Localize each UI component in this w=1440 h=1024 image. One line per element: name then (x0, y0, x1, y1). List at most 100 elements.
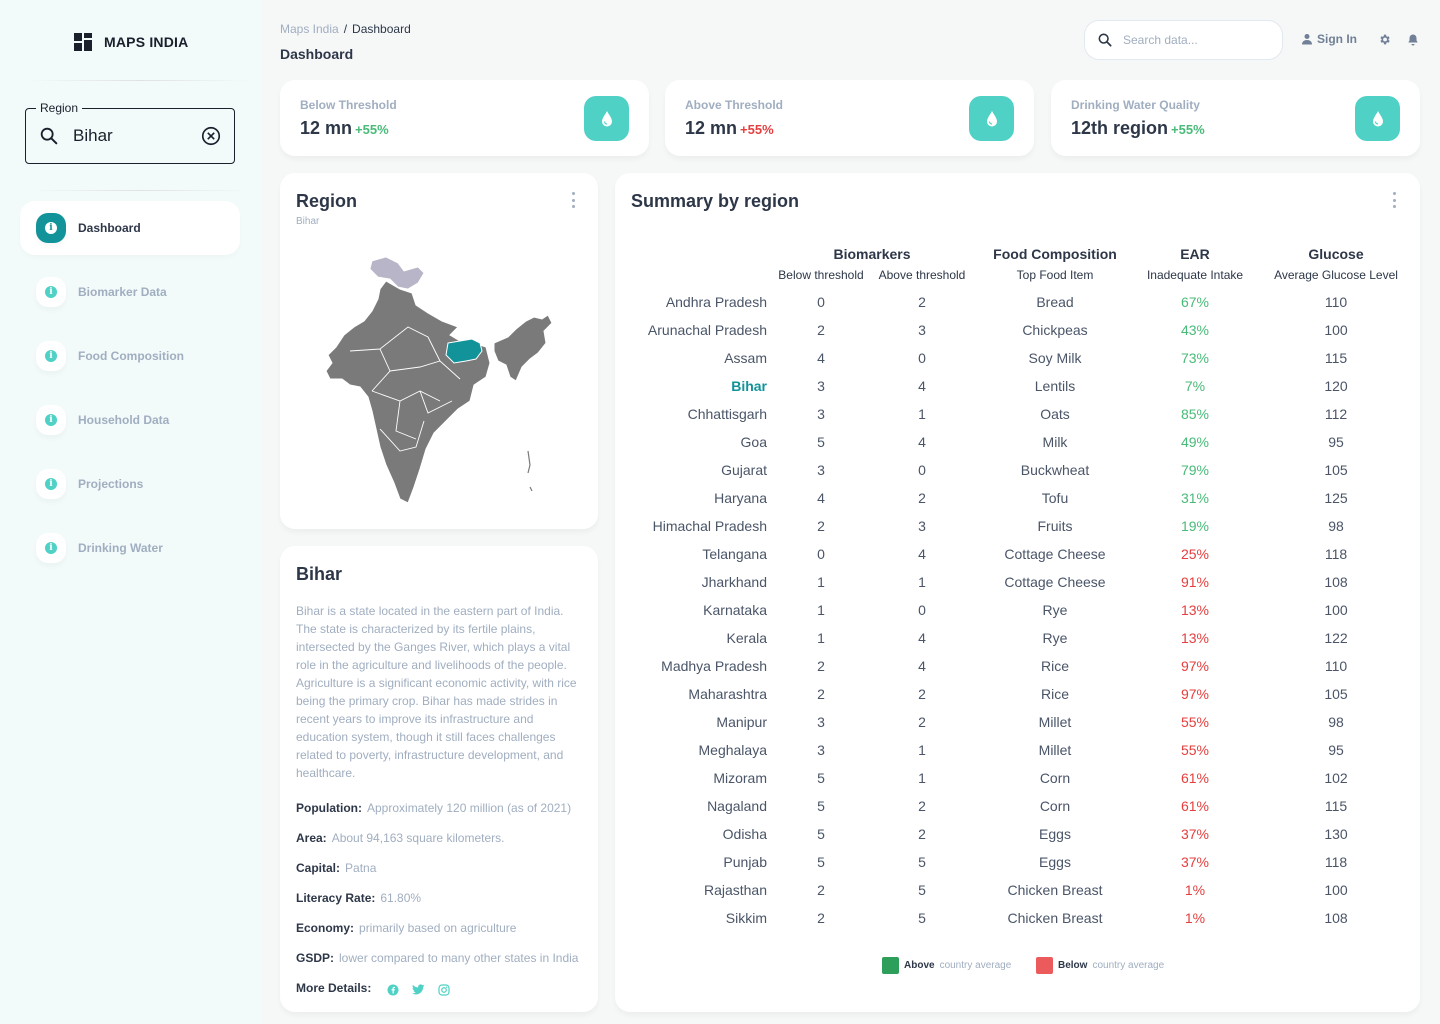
cell-region[interactable]: Arunachal Pradesh (647, 322, 767, 338)
user-icon (1302, 34, 1312, 45)
cell-food: Millet (1038, 714, 1072, 730)
cell-region[interactable]: Karnataka (703, 602, 767, 618)
table-row[interactable]: Manipur 3 2 Millet 55% 98 (615, 708, 1420, 736)
cell-region[interactable]: Sikkim (725, 910, 767, 926)
cell-ear: 67% (1180, 294, 1210, 310)
cell-glucose: 112 (1324, 406, 1348, 422)
table-row[interactable]: Himachal Pradesh 2 3 Fruits 19% 98 (615, 512, 1420, 540)
cell-region[interactable]: Bihar (731, 378, 767, 394)
cell-ear: 43% (1180, 322, 1210, 338)
table-row[interactable]: Haryana 4 2 Tofu 31% 125 (615, 484, 1420, 512)
cell-region[interactable]: Odisha (722, 826, 767, 842)
search-bar[interactable] (1084, 20, 1283, 60)
cell-below: 3 (817, 378, 825, 394)
cell-region[interactable]: Goa (740, 434, 767, 450)
table-row[interactable]: Arunachal Pradesh 2 3 Chickpeas 43% 100 (615, 316, 1420, 344)
table-row[interactable]: Assam 4 0 Soy Milk 73% 115 (615, 344, 1420, 372)
table-row[interactable]: Andhra Pradesh 0 2 Bread 67% 110 (615, 288, 1420, 316)
table-row[interactable]: Punjab 5 5 Eggs 37% 118 (615, 848, 1420, 876)
cell-region[interactable]: Andhra Pradesh (665, 294, 767, 310)
cell-food: Corn (1039, 770, 1071, 786)
table-row[interactable]: Gujarat 3 0 Buckwheat 79% 105 (615, 456, 1420, 484)
nav-item-dashboard[interactable]: i Dashboard (20, 201, 240, 255)
stat-value: 12 mn +55% (300, 118, 389, 138)
nav-item-household-data[interactable]: i Household Data (20, 393, 240, 447)
table-row[interactable]: Bihar 3 4 Lentils 7% 120 (615, 372, 1420, 400)
table-row[interactable]: Karnataka 1 0 Rye 13% 100 (615, 596, 1420, 624)
table-row[interactable]: Chhattisgarh 3 1 Oats 85% 112 (615, 400, 1420, 428)
more-options-icon[interactable] (566, 192, 580, 208)
cell-region[interactable]: Himachal Pradesh (652, 518, 767, 534)
cell-region[interactable]: Chhattisgarh (687, 406, 767, 422)
cell-ear: 49% (1180, 434, 1210, 450)
cell-region[interactable]: Manipur (716, 714, 767, 730)
search-input[interactable] (1123, 33, 1263, 47)
cell-region[interactable]: Maharashtra (688, 686, 767, 702)
table-row[interactable]: Mizoram 5 1 Corn 61% 102 (615, 764, 1420, 792)
twitter-icon[interactable] (412, 984, 425, 996)
cell-above: 0 (918, 462, 926, 478)
cell-region[interactable]: Mizoram (713, 770, 767, 786)
legend-above-bold: Above (904, 960, 935, 971)
nav-item-projections[interactable]: i Projections (20, 457, 240, 511)
table-row[interactable]: Goa 5 4 Milk 49% 95 (615, 428, 1420, 456)
table-row[interactable]: Jharkhand 1 1 Cottage Cheese 91% 108 (615, 568, 1420, 596)
sidebar-divider (30, 190, 250, 191)
sign-in-button[interactable]: Sign In (1301, 32, 1357, 46)
nav-label: Projections (78, 477, 144, 491)
cell-region[interactable]: Assam (724, 350, 767, 366)
cell-below: 3 (817, 406, 825, 422)
cell-food: Chicken Breast (1007, 882, 1103, 898)
table-row[interactable]: Madhya Pradesh 2 4 Rice 97% 110 (615, 652, 1420, 680)
legend-below-bold: Below (1058, 960, 1088, 971)
summary-table-card: Summary by region Biomarkers Food Compos… (615, 173, 1420, 1012)
nav-label: Biomarker Data (78, 285, 167, 299)
india-map[interactable] (320, 251, 560, 519)
cell-food: Buckwheat (1020, 462, 1090, 478)
more-options-icon[interactable] (1387, 192, 1401, 208)
map-region-northeast[interactable] (493, 314, 553, 382)
table-row[interactable]: Odisha 5 2 Eggs 37% 130 (615, 820, 1420, 848)
region-filter[interactable]: Region Bihar (25, 101, 235, 164)
table-row[interactable]: Rajasthan 2 5 Chicken Breast 1% 100 (615, 876, 1420, 904)
nav-item-drinking-water[interactable]: i Drinking Water (20, 521, 240, 575)
table-row[interactable]: Kerala 1 4 Rye 13% 122 (615, 624, 1420, 652)
cell-region[interactable]: Nagaland (707, 798, 767, 814)
instagram-icon[interactable] (438, 984, 450, 996)
breadcrumb-root[interactable]: Maps India (280, 22, 339, 36)
cell-region[interactable]: Meghalaya (698, 742, 768, 758)
cell-glucose: 118 (1324, 854, 1348, 870)
gear-icon[interactable] (1378, 33, 1391, 46)
cell-region[interactable]: Haryana (714, 490, 767, 506)
clear-icon[interactable] (200, 125, 222, 147)
table-row[interactable]: Sikkim 2 5 Chicken Breast 1% 108 (615, 904, 1420, 932)
cell-region[interactable]: Jharkhand (701, 574, 767, 590)
map-region-north[interactable] (369, 256, 425, 290)
table-row[interactable]: Nagaland 5 2 Corn 61% 115 (615, 792, 1420, 820)
cell-above: 0 (918, 350, 926, 366)
search-icon (1098, 33, 1112, 47)
cell-region[interactable]: Madhya Pradesh (661, 658, 767, 674)
map-mainland[interactable] (325, 280, 491, 504)
cell-food: Rice (1040, 686, 1069, 702)
table-row[interactable]: Maharashtra 2 2 Rice 97% 105 (615, 680, 1420, 708)
cell-region[interactable]: Punjab (723, 854, 767, 870)
nav-item-food-composition[interactable]: i Food Composition (20, 329, 240, 383)
cell-region[interactable]: Kerala (726, 630, 767, 646)
facebook-icon[interactable] (387, 984, 399, 996)
app-name: MAPS INDIA (104, 34, 189, 50)
table-row[interactable]: Telangana 0 4 Cottage Cheese 25% 118 (615, 540, 1420, 568)
cell-above: 1 (918, 574, 926, 590)
cell-ear: 1% (1184, 910, 1206, 926)
cell-region[interactable]: Rajasthan (703, 882, 767, 898)
app-logo[interactable]: MAPS INDIA (74, 33, 188, 51)
cell-ear: 79% (1180, 462, 1210, 478)
map-bihar-highlight[interactable] (445, 338, 483, 364)
nav-item-biomarker-data[interactable]: i Biomarker Data (20, 265, 240, 319)
cell-region[interactable]: Telangana (702, 546, 767, 562)
cell-below: 4 (817, 350, 825, 366)
cell-region[interactable]: Gujarat (721, 462, 767, 478)
table-row[interactable]: Meghalaya 3 1 Millet 55% 95 (615, 736, 1420, 764)
bell-icon[interactable] (1407, 33, 1419, 46)
cell-food: Cottage Cheese (1004, 574, 1106, 590)
